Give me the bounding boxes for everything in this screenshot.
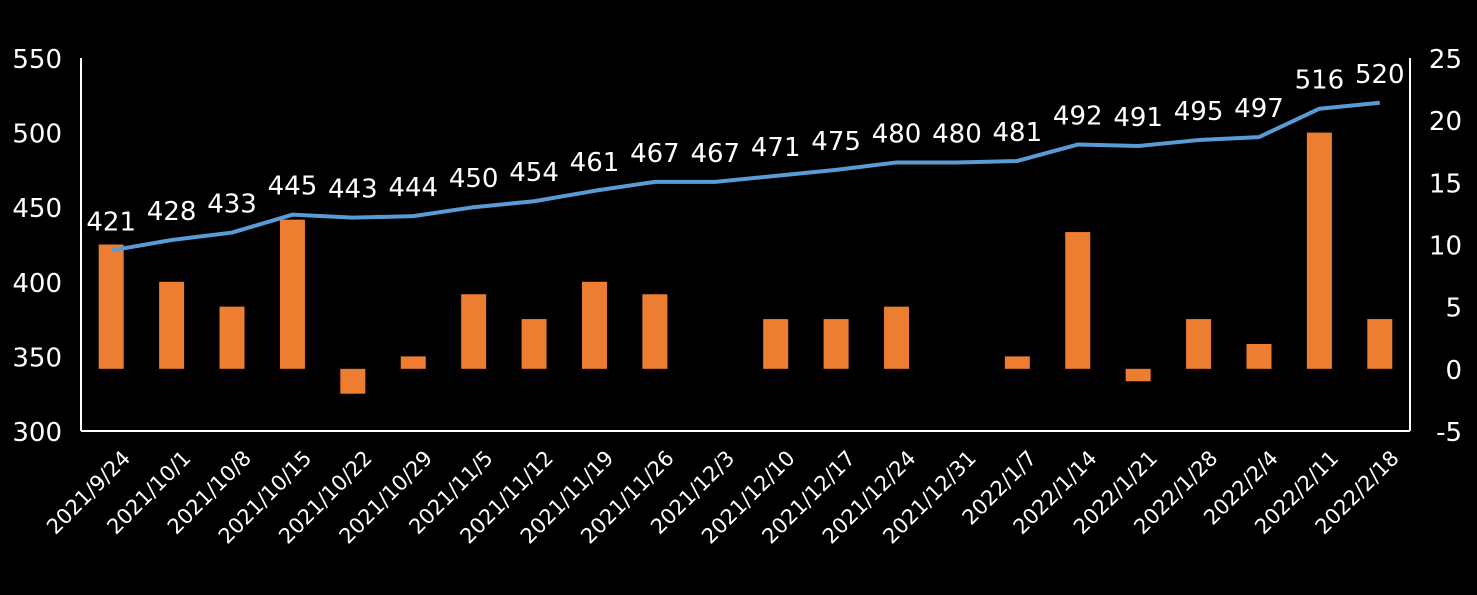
bar	[884, 306, 910, 369]
bar	[581, 281, 607, 369]
data-label: 445	[268, 172, 318, 202]
bar	[642, 294, 668, 369]
right-tick-label: 15	[1429, 169, 1462, 199]
left-tick-label: 350	[12, 343, 62, 373]
left-tick-label: 550	[12, 45, 62, 75]
bar	[159, 281, 185, 369]
data-label: 495	[1174, 97, 1224, 127]
bar-series	[98, 132, 1393, 394]
bar	[98, 244, 124, 369]
line-series	[110, 100, 1380, 253]
bar	[279, 219, 305, 369]
left-tick-label: 450	[12, 194, 62, 224]
bar	[1186, 319, 1212, 369]
data-label: 492	[1053, 102, 1103, 132]
data-label: 444	[388, 173, 438, 203]
data-label: 480	[932, 119, 982, 149]
data-label: 428	[147, 197, 197, 227]
data-label: 467	[630, 139, 680, 169]
bar	[1125, 368, 1151, 382]
data-labels: 421 428 433 445 443 444 450 454 461 467 467 471 475 4…	[86, 60, 1404, 238]
data-label: 461	[570, 148, 620, 178]
bar	[1065, 232, 1091, 369]
data-label: 454	[509, 158, 559, 188]
bar	[400, 356, 426, 369]
left-tick-label: 500	[12, 120, 62, 150]
bar	[823, 319, 849, 369]
data-label: 480	[872, 119, 922, 149]
right-tick-label: 0	[1445, 356, 1462, 386]
data-label: 450	[449, 164, 499, 194]
right-tick-label: 25	[1429, 45, 1462, 75]
bar	[340, 368, 366, 394]
bar	[1004, 356, 1030, 369]
data-label: 421	[86, 207, 136, 237]
bar	[461, 294, 487, 369]
data-label: 497	[1234, 94, 1284, 124]
left-tick-label: 400	[12, 269, 62, 299]
data-label: 491	[1113, 103, 1163, 133]
right-tick-label: 20	[1429, 107, 1462, 137]
bar	[521, 319, 547, 369]
data-label: 443	[328, 175, 378, 205]
bar	[219, 306, 245, 369]
right-tick-label: 10	[1429, 232, 1462, 262]
data-label: 516	[1295, 66, 1345, 96]
right-tick-label: 5	[1445, 294, 1462, 324]
data-label: 475	[811, 127, 861, 157]
data-label: 433	[207, 190, 257, 220]
bar	[1246, 343, 1272, 369]
data-label: 471	[751, 133, 801, 163]
bar	[1306, 132, 1332, 369]
left-tick-label: 300	[12, 418, 62, 448]
data-label: 481	[993, 118, 1043, 148]
right-tick-label: -5	[1436, 418, 1462, 448]
line-path	[110, 100, 1380, 253]
data-label: 520	[1355, 60, 1405, 90]
bar	[1367, 319, 1393, 369]
data-label: 467	[690, 139, 740, 169]
bar	[763, 319, 789, 369]
